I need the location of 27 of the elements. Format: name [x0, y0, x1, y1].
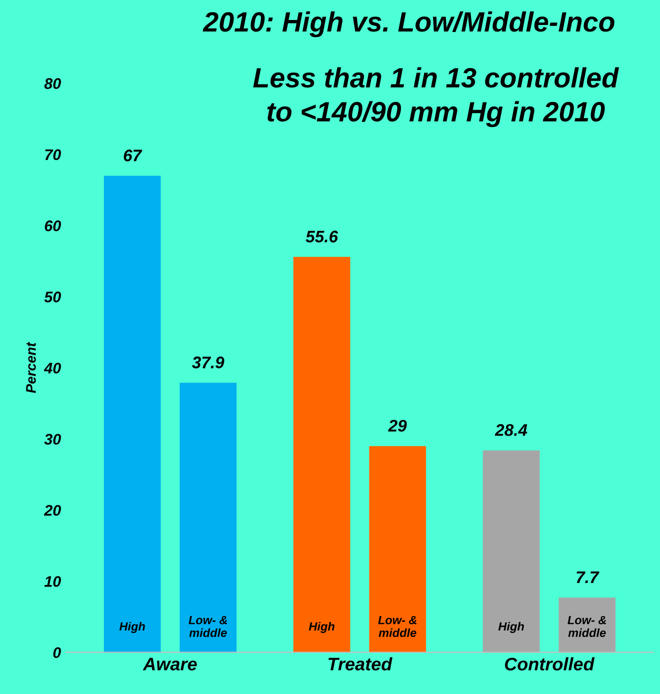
data-label: 37.9	[192, 356, 224, 368]
data-label: 29	[388, 420, 407, 432]
series-label: Low- & middle	[378, 616, 416, 637]
y-tick-label: 20	[44, 504, 61, 516]
data-label: 55.6	[306, 230, 338, 242]
annotation: Less than 1 in 13 controlled to <140/90 mm Hg in 2010	[253, 67, 620, 128]
x-tick-label: Controlled	[504, 657, 595, 670]
chart-title: 2010: High vs. Low/Middle-Inco	[202, 11, 614, 38]
y-tick-label: 60	[44, 220, 61, 232]
data-label: 67	[124, 150, 142, 162]
text: Low- & middle	[568, 616, 606, 637]
data-label: 7.7	[576, 572, 600, 584]
series-label: High	[498, 622, 524, 633]
y-tick-label: 30	[44, 434, 61, 445]
data-label: 28.4	[494, 424, 528, 436]
y-tick-label: 10	[44, 576, 61, 587]
y-tick-label: 70	[45, 149, 61, 160]
y-axis-title: Percent	[26, 342, 36, 394]
text: Low- & middle	[188, 616, 228, 637]
text: High	[119, 622, 145, 633]
text: High	[308, 622, 334, 633]
x-tick-label: Aware	[142, 658, 197, 670]
y-tick-label: 0	[53, 647, 61, 658]
y-tick-label: 80	[44, 78, 61, 89]
y-tick-label: 40	[44, 362, 61, 374]
x-tick-label: Treated	[328, 657, 392, 670]
y-tick-label: 50	[44, 292, 61, 302]
